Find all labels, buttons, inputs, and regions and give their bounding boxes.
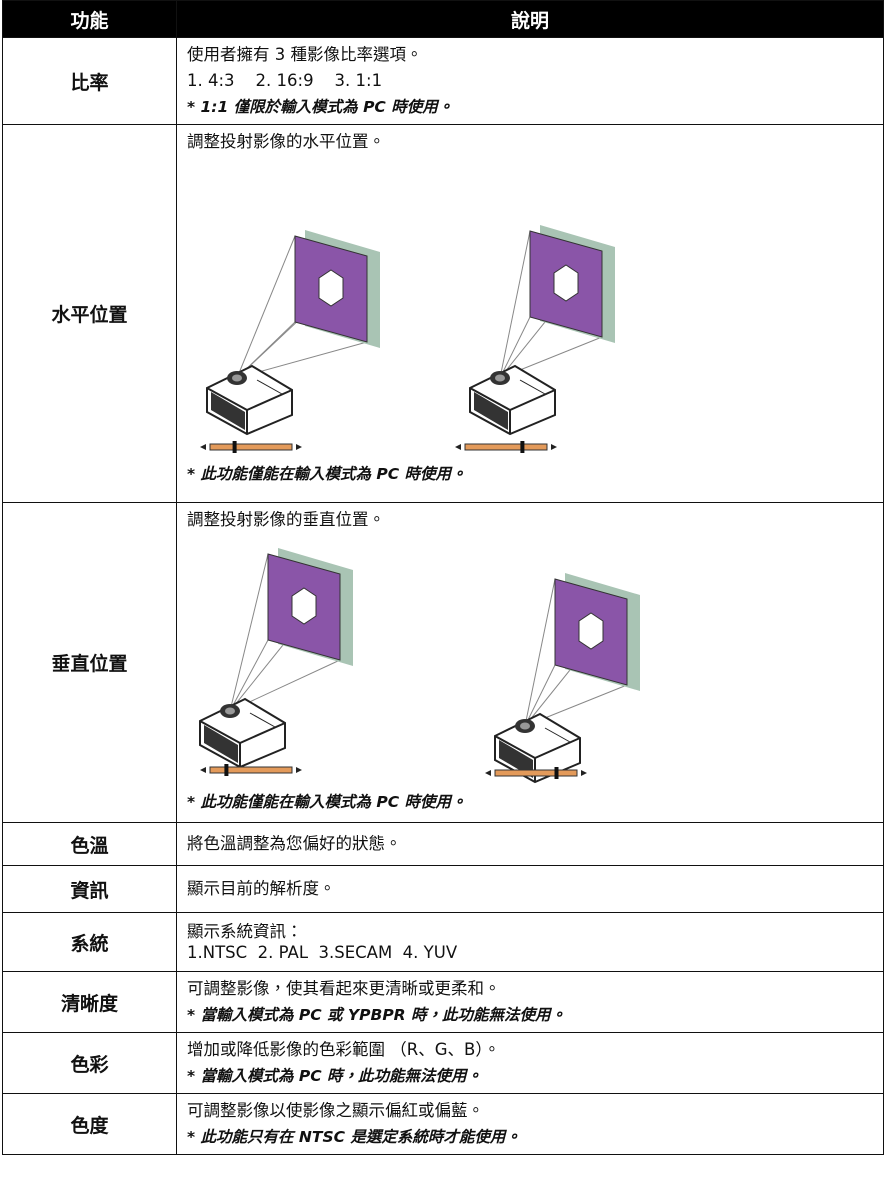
description: 使用者擁有 3 種影像比率選項。 1. 4:3 2. 16:9 3. 1:1 *… — [176, 37, 884, 125]
note: * 當輸入模式為 PC 時，此功能無法使用。 — [187, 1067, 483, 1085]
row: 色度 可調整影像以使影像之顯示偏紅或偏藍。 * 此功能只有在 NTSC 是選定系… — [2, 1093, 884, 1155]
slider-track — [494, 769, 578, 777]
function: 清晰度 — [2, 971, 177, 1033]
slider-arrow — [485, 770, 491, 776]
illustration — [200, 224, 616, 453]
slider-knob — [224, 764, 229, 776]
note: * 此功能僅能在輸入模式為 PC 時使用。 — [187, 793, 467, 811]
header-cell: 功能 — [2, 0, 177, 38]
function: 垂直位置 — [2, 502, 177, 823]
projector — [469, 365, 556, 435]
beam — [229, 639, 269, 712]
description: 顯示系統資訊： 1.NTSC 2. PAL 3.SECAM 4. YUV — [176, 912, 884, 972]
note: * 此功能僅能在輸入模式為 PC 時使用。 — [187, 465, 467, 483]
note: * 當輸入模式為 PC 或 YPBPR 時，此功能無法使用。 — [187, 1006, 567, 1024]
screen — [294, 229, 381, 349]
row: 色彩 增加或降低影像的色彩範圍 （R、G、B）。 * 當輸入模式為 PC 時，此… — [2, 1032, 884, 1094]
description: 調整投射影像的垂直位置。 * 此功能僅能在輸入模式為 PC 時使用。 — [176, 502, 884, 823]
slider-arrow — [551, 444, 557, 450]
row: 垂直位置 調整投射影像的垂直位置。 * 此功能僅能在輸入模式為 PC 時使用。 — [2, 502, 884, 823]
slider-knob — [520, 441, 525, 453]
row: 資訊 顯示目前的解析度。 — [2, 865, 884, 913]
slider-track — [209, 443, 293, 451]
text: 可調整影像，使其看起來更清晰或更柔和。 — [187, 979, 501, 998]
beam — [229, 553, 269, 712]
text: 調整投射影像的水平位置。 — [187, 132, 385, 151]
description: 增加或降低影像的色彩範圍 （R、G、B）。 * 當輸入模式為 PC 時，此功能無… — [176, 1032, 884, 1094]
slider-knob — [554, 767, 559, 779]
row: 色溫 將色溫調整為您偏好的狀態。 — [2, 822, 884, 866]
beam — [236, 235, 296, 379]
beam — [499, 230, 531, 379]
description: 調整投射影像的水平位置。 * 此功能僅能在輸入模式為 PC 時使用。 — [176, 124, 884, 503]
text: 1. 4:3 2. 16:9 3. 1:1 — [187, 71, 383, 90]
description: 顯示目前的解析度。 — [176, 865, 884, 913]
text: 可調整影像以使影像之顯示偏紅或偏藍。 — [187, 1101, 484, 1120]
function: 比率 — [2, 37, 177, 125]
function: 色彩 — [2, 1032, 177, 1094]
projector — [206, 365, 293, 435]
projector — [199, 698, 286, 768]
header-cell: 說明 — [176, 0, 884, 38]
note: * 1:1 僅限於輸入模式為 PC 時使用。 — [187, 98, 454, 116]
slider-arrow — [200, 767, 206, 773]
slider-arrow — [296, 767, 302, 773]
row: 水平位置 調整投射影像的水平位置。 * 此功能僅能在輸入模式為 PC 時使用。 — [2, 124, 884, 503]
description: 可調整影像，使其看起來更清晰或更柔和。 * 當輸入模式為 PC 或 YPBPR … — [176, 971, 884, 1033]
illustration — [199, 547, 641, 783]
header-row: 功能 說明 — [2, 0, 884, 38]
description: 可調整影像以使影像之顯示偏紅或偏藍。 * 此功能只有在 NTSC 是選定系統時才… — [176, 1093, 884, 1155]
function: 色度 — [2, 1093, 177, 1155]
beam — [499, 316, 531, 379]
slider-arrow — [581, 770, 587, 776]
slider-arrow — [200, 444, 206, 450]
text: 調整投射影像的垂直位置。 — [187, 510, 385, 529]
slider-arrow — [296, 444, 302, 450]
text: 使用者擁有 3 種影像比率選項。 — [187, 45, 423, 64]
row: 系統 顯示系統資訊： 1.NTSC 2. PAL 3.SECAM 4. YUV — [2, 912, 884, 972]
text: 1.NTSC 2. PAL 3.SECAM 4. YUV — [187, 943, 458, 962]
note: * 此功能只有在 NTSC 是選定系統時才能使用。 — [187, 1128, 521, 1146]
slider-track — [209, 766, 293, 774]
text: 顯示目前的解析度。 — [187, 879, 336, 898]
slider-track — [464, 443, 548, 451]
function: 色溫 — [2, 822, 177, 866]
text: 增加或降低影像的色彩範圍 （R、G、B）。 — [187, 1040, 501, 1059]
text: 顯示系統資訊： — [187, 922, 303, 941]
function: 水平位置 — [2, 124, 177, 503]
text: 將色溫調整為您偏好的狀態。 — [187, 834, 402, 853]
beam — [524, 578, 556, 727]
beam — [524, 664, 556, 727]
slider-arrow — [455, 444, 461, 450]
description: 將色溫調整為您偏好的狀態。 — [176, 822, 884, 866]
function: 系統 — [2, 912, 177, 972]
row: 清晰度 可調整影像，使其看起來更清晰或更柔和。 * 當輸入模式為 PC 或 YP… — [2, 971, 884, 1033]
function-table: 功能 說明 比率 使用者擁有 3 種影像比率選項。 1. 4:3 2. 16:9… — [2, 0, 884, 1155]
function: 資訊 — [2, 865, 177, 913]
row: 比率 使用者擁有 3 種影像比率選項。 1. 4:3 2. 16:9 3. 1:… — [2, 37, 884, 125]
slider-knob — [232, 441, 237, 453]
